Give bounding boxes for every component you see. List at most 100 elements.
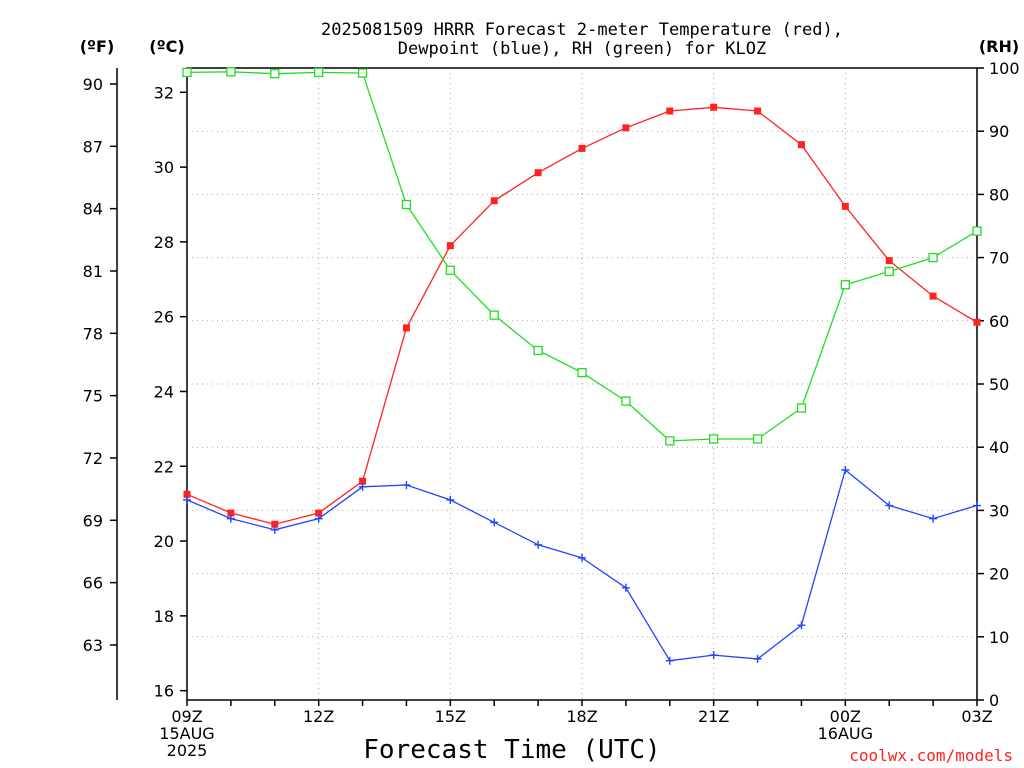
x-tick-label: 2025 (167, 741, 208, 760)
series-rh (182, 67, 982, 446)
celsius-tick-label: 24 (154, 382, 174, 401)
celsius-axis: 16 18 20 22 24 26 28 30 32 (154, 83, 187, 701)
data-point (489, 310, 499, 320)
data-point (490, 518, 499, 527)
data-point (314, 67, 324, 78)
data-point (621, 396, 631, 406)
data-point (665, 656, 674, 665)
fahrenheit-tick-label: 78 (83, 324, 103, 343)
rh-tick-label: 80 (989, 185, 1009, 204)
data-point (227, 509, 235, 517)
data-point (797, 621, 806, 630)
data-point (752, 434, 763, 444)
data-point (446, 242, 454, 250)
data-point (666, 107, 674, 115)
data-point (710, 103, 718, 111)
series-line (186, 106, 978, 525)
rh-tick-label: 100 (989, 59, 1020, 78)
data-point (226, 67, 236, 77)
data-point (841, 202, 849, 210)
celsius-tick-label: 18 (154, 607, 174, 626)
celsius-unit-label: (ºC) (149, 37, 184, 56)
series-temperature (183, 103, 981, 528)
rh-tick-label: 10 (989, 628, 1009, 647)
credit-text: coolwx.com/models (849, 746, 1013, 765)
fahrenheit-tick-label: 66 (83, 574, 103, 593)
rh-tick-label: 90 (989, 122, 1009, 141)
series-line (186, 71, 978, 442)
data-point (709, 434, 719, 444)
data-point (402, 324, 410, 332)
celsius-tick-label: 16 (154, 682, 174, 701)
x-tick-label: 15AUG (159, 724, 214, 743)
x-tick-label: 18Z (566, 707, 597, 726)
x-tick-label: 21Z (698, 707, 729, 726)
data-point (270, 525, 279, 534)
data-point (841, 466, 850, 475)
data-point (534, 540, 543, 549)
celsius-tick-label: 20 (154, 532, 174, 551)
x-tick-label: 15Z (435, 707, 466, 726)
data-point (358, 482, 367, 491)
data-point (271, 520, 279, 528)
data-point (884, 266, 894, 277)
fahrenheit-axis: 63 66 69 72 75 78 81 84 87 90 (83, 75, 117, 655)
fahrenheit-tick-label: 63 (83, 636, 103, 655)
fahrenheit-unit-label: (ºF) (80, 37, 115, 56)
data-point (182, 67, 192, 78)
data-point (796, 403, 807, 413)
data-point (973, 501, 981, 510)
fahrenheit-tick-label: 72 (83, 449, 103, 468)
rh-tick-label: 70 (989, 249, 1009, 268)
rh-tick-label: 0 (989, 691, 999, 710)
fahrenheit-tick-label: 81 (83, 262, 103, 281)
fahrenheit-tick-label: 84 (83, 200, 103, 219)
data-point (928, 252, 938, 263)
data-point (577, 367, 587, 378)
celsius-tick-label: 30 (154, 158, 174, 177)
rh-tick-label: 40 (989, 438, 1009, 457)
fahrenheit-tick-label: 90 (83, 75, 103, 94)
data-point (754, 107, 762, 115)
celsius-tick-label: 32 (154, 83, 174, 102)
rh-tick-label: 60 (989, 312, 1009, 331)
data-point (402, 480, 411, 489)
data-point (446, 495, 455, 504)
data-point (622, 124, 630, 132)
rh-tick-label: 30 (989, 501, 1009, 520)
data-point (314, 514, 323, 523)
chart-title-line-1: 2025081509 HRRR Forecast 2-meter Tempera… (321, 20, 843, 40)
series (182, 67, 982, 665)
data-point (533, 345, 543, 356)
data-point (578, 553, 586, 562)
fahrenheit-tick-label: 75 (83, 387, 103, 406)
celsius-tick-label: 22 (154, 457, 174, 476)
data-point (315, 509, 323, 517)
rh-axis: 0 10 20 30 40 50 60 70 80 90 100 (977, 59, 1020, 710)
chart-title-line-2: Dewpoint (blue), RH (green) for KLOZ (398, 39, 766, 59)
data-point (929, 292, 937, 300)
data-point (270, 69, 280, 79)
fahrenheit-tick-label: 69 (83, 511, 103, 530)
data-point (357, 68, 368, 78)
data-point (973, 318, 981, 326)
x-axis-label: Forecast Time (UTC) (363, 735, 660, 765)
data-point (534, 169, 542, 177)
x-tick-label: 09Z (171, 707, 202, 726)
data-point (929, 514, 938, 523)
data-point (401, 199, 412, 210)
data-point (709, 651, 718, 660)
rh-tick-label: 50 (989, 375, 1009, 394)
data-point (578, 144, 586, 152)
data-point (621, 583, 630, 592)
fahrenheit-tick-label: 87 (83, 137, 103, 156)
data-point (490, 197, 498, 205)
data-point (797, 141, 805, 149)
celsius-tick-label: 26 (154, 308, 174, 327)
rh-unit-label: (RH) (979, 37, 1019, 56)
data-point (753, 654, 762, 663)
x-tick-label: 12Z (303, 707, 334, 726)
data-point (226, 514, 235, 523)
data-point (359, 477, 367, 485)
